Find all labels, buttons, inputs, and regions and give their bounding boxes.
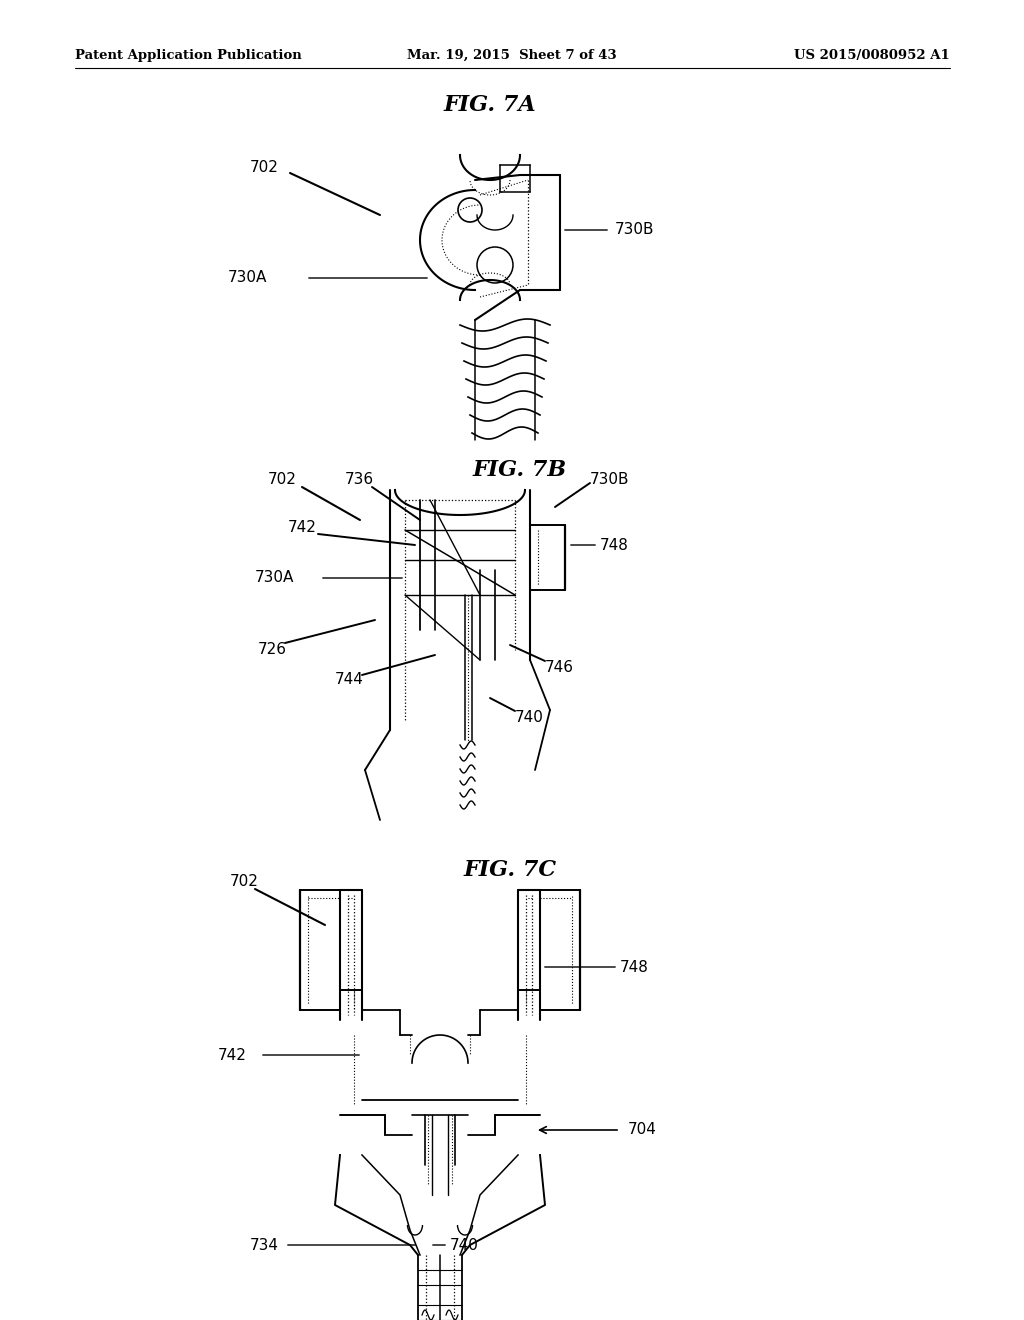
Text: 740: 740 [515,710,544,726]
Text: 742: 742 [288,520,316,535]
Text: FIG. 7C: FIG. 7C [464,859,557,880]
Text: 748: 748 [600,537,629,553]
Text: 730B: 730B [615,223,654,238]
Text: 746: 746 [545,660,574,676]
Text: 740: 740 [450,1238,479,1253]
Text: 704: 704 [628,1122,656,1138]
Text: 734: 734 [250,1238,279,1253]
Text: 730A: 730A [255,570,294,586]
Text: FIG. 7A: FIG. 7A [443,94,537,116]
Text: 736: 736 [345,473,374,487]
Text: Mar. 19, 2015  Sheet 7 of 43: Mar. 19, 2015 Sheet 7 of 43 [408,49,616,62]
Text: 742: 742 [218,1048,247,1063]
Text: 730A: 730A [228,271,267,285]
Text: Patent Application Publication: Patent Application Publication [75,49,302,62]
Text: US 2015/0080952 A1: US 2015/0080952 A1 [795,49,950,62]
Text: 748: 748 [620,960,649,974]
Text: 730B: 730B [590,473,630,487]
Text: FIG. 7B: FIG. 7B [473,459,567,480]
Text: 702: 702 [250,161,279,176]
Text: 726: 726 [258,643,287,657]
Text: 702: 702 [230,874,259,890]
Text: 702: 702 [268,473,297,487]
Text: 744: 744 [335,672,364,688]
